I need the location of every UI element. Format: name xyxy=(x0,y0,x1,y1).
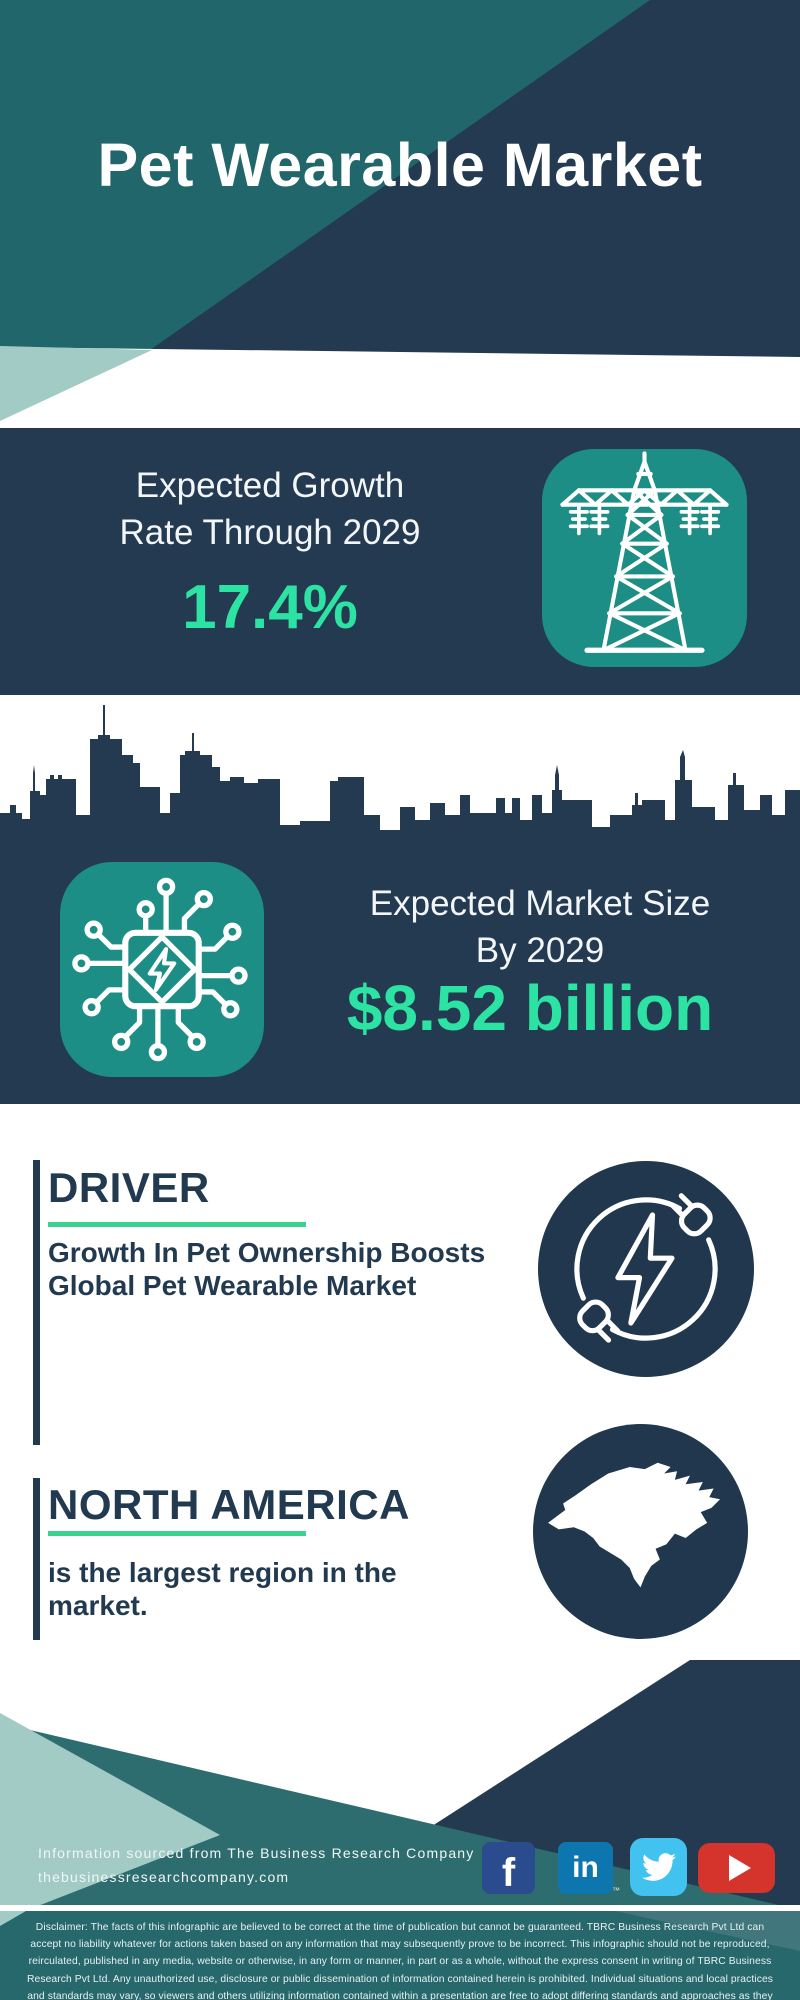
driver-underline xyxy=(48,1222,306,1227)
header-banner: Pet Wearable Market xyxy=(0,0,800,428)
circuit-chip-svg xyxy=(72,877,248,1062)
twitter-icon[interactable] xyxy=(630,1838,687,1896)
region-accent-bar xyxy=(33,1478,40,1668)
city-skyline-svg xyxy=(0,705,800,844)
city-skyline-graphic xyxy=(0,695,800,844)
driver-accent-bar xyxy=(33,1160,40,1445)
power-plug-svg xyxy=(574,1193,718,1343)
youtube-play-glyph xyxy=(728,1855,751,1881)
transmission-tower-svg xyxy=(560,451,729,653)
facebook-glyph: f xyxy=(501,1850,516,1895)
header-white-band xyxy=(0,347,800,428)
disclaimer-text: Disclaimer: The facts of this infographi… xyxy=(26,1922,774,2000)
source-website-link[interactable]: thebusinessresearchcompany.com xyxy=(38,1869,290,1885)
market-heading-line2: By 2029 xyxy=(475,931,605,970)
youtube-icon[interactable] xyxy=(698,1843,775,1893)
market-heading-line1: Expected Market Size xyxy=(369,884,711,923)
market-size-value: $8.52 billion xyxy=(346,972,714,1044)
growth-heading-line2: Rate Through 2029 xyxy=(119,513,421,552)
disclaimer-strip: Disclaimer: The facts of this infographi… xyxy=(0,1911,800,2000)
source-attribution: Information sourced from The Business Re… xyxy=(38,1845,475,1861)
twitter-bird-glyph xyxy=(641,1853,676,1881)
growth-heading-line1: Expected Growth xyxy=(135,466,405,505)
market-size-heading: Expected Market Size By 2029 xyxy=(290,880,790,974)
circuit-chip-icon xyxy=(60,862,264,1077)
linkedin-icon[interactable]: in xyxy=(558,1842,613,1894)
linkedin-glyph: in xyxy=(572,1851,599,1884)
driver-heading: DRIVER xyxy=(48,1164,210,1211)
region-text: is the largest region in the market. xyxy=(48,1557,397,1621)
region-heading: NORTH AMERICA xyxy=(48,1481,410,1528)
linkedin-trademark: ™ xyxy=(612,1886,620,1895)
growth-heading: Expected Growth Rate Through 2029 xyxy=(0,462,540,556)
driver-text: Growth In Pet Ownership Boosts Global Pe… xyxy=(48,1237,486,1301)
market-size-section: Expected Market Size By 2029 $8.52 billi… xyxy=(0,843,800,1104)
region-underline xyxy=(48,1531,306,1536)
transmission-tower-icon xyxy=(542,449,747,667)
footer-divider-line xyxy=(0,1905,800,1911)
north-america-map-icon xyxy=(533,1424,748,1639)
growth-rate-section: Expected Growth Rate Through 2029 17.4% xyxy=(0,428,800,695)
north-america-map-svg xyxy=(548,1462,721,1588)
facebook-icon[interactable]: f xyxy=(482,1842,535,1895)
page-title: Pet Wearable Market xyxy=(97,131,703,199)
growth-rate-value: 17.4% xyxy=(182,573,358,642)
power-plug-icon xyxy=(538,1161,754,1377)
